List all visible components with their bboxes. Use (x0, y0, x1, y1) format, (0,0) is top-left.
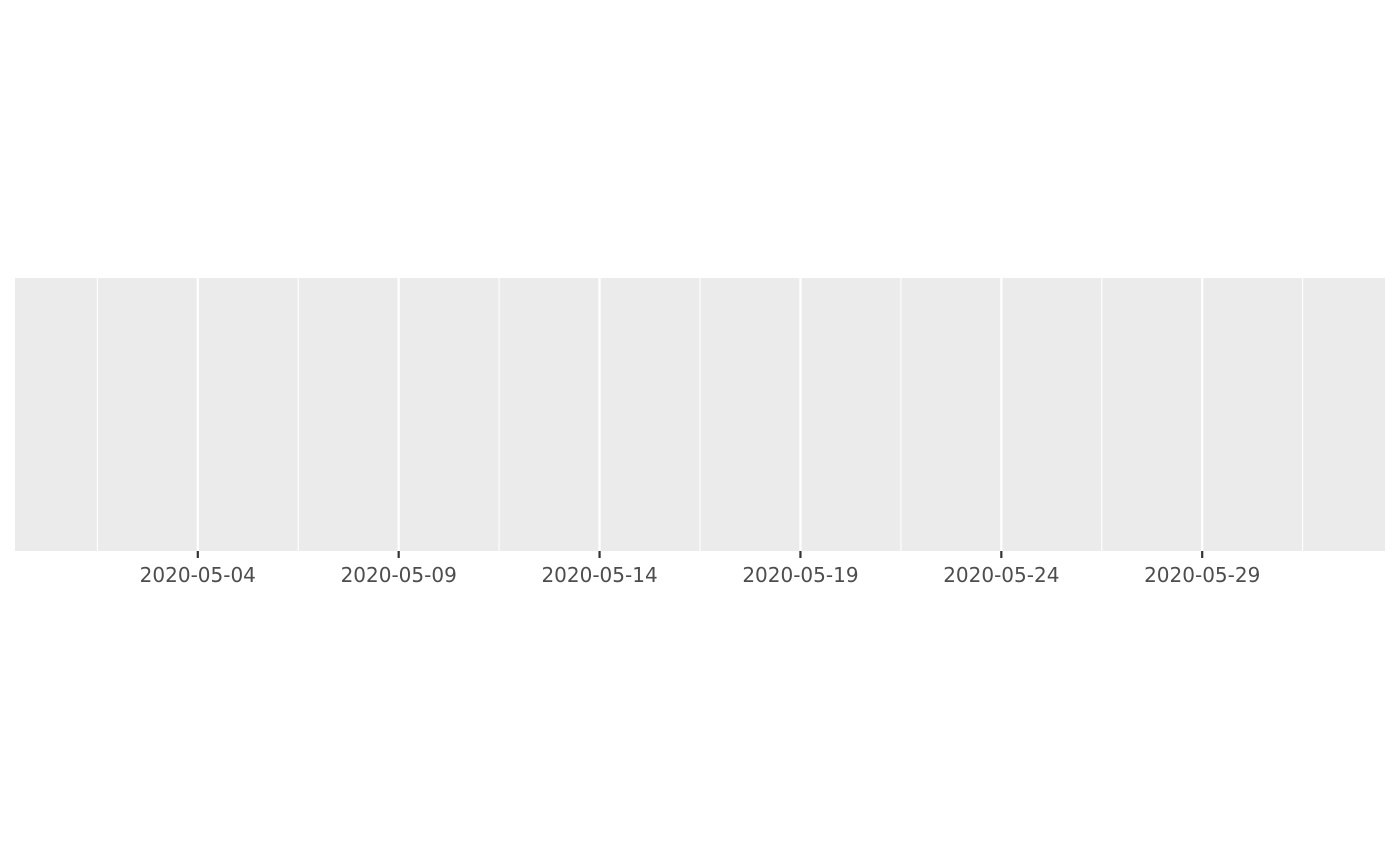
x-axis-tick-labels: 2020-05-04 2020-05-09 2020-05-14 2020-05-19… (140, 563, 1261, 587)
major-gridlines (196, 278, 1204, 551)
x-axis-ticks (196, 551, 1204, 558)
x-tick-label: 2020-05-14 (541, 563, 657, 587)
minor-gridlines (96, 278, 1304, 551)
x-tick-label: 2020-05-24 (943, 563, 1059, 587)
x-tick-label: 2020-05-19 (742, 563, 858, 587)
x-tick-label: 2020-05-29 (1144, 563, 1260, 587)
x-tick-label: 2020-05-09 (341, 563, 457, 587)
x-tick-label: 2020-05-04 (140, 563, 256, 587)
